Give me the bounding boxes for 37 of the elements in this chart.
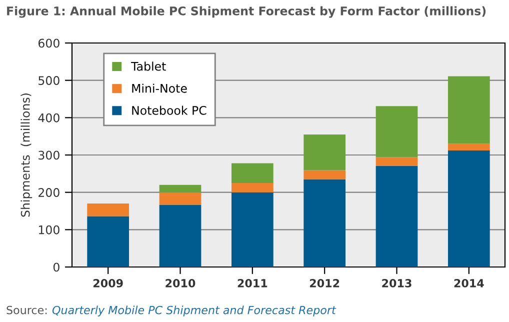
bar [87, 216, 130, 267]
y-tick-label: 100 [38, 225, 60, 234]
x-tick-label: 2014 [454, 279, 484, 288]
bar [448, 150, 490, 267]
bar [231, 163, 274, 183]
x-tick-label: 2010 [166, 279, 196, 288]
y-tick-label: 500 [38, 76, 60, 85]
bar [159, 205, 202, 267]
bar [304, 170, 346, 180]
chart-title: Figure 1: Annual Mobile PC Shipment Forecast by Form Factor (millions) [7, 6, 486, 18]
legend-label: Mini-Note [132, 84, 187, 93]
bar [376, 106, 418, 158]
bar [304, 179, 346, 267]
bar [231, 183, 274, 192]
bar [87, 204, 130, 216]
bar [304, 134, 346, 170]
y-axis-title: Shipments (millions) [20, 94, 32, 217]
bar [376, 166, 418, 267]
x-tick-label: 2009 [94, 279, 123, 288]
bar [376, 157, 418, 166]
x-tick-label: 2013 [382, 279, 412, 288]
bar [448, 144, 490, 151]
source-note: Source: [6, 306, 47, 314]
x-tick-label: 2011 [238, 279, 268, 288]
y-tick-label: 600 [38, 38, 60, 48]
y-tick-label: 300 [38, 150, 60, 160]
text: Quarterly Mobile PC Shipment and Forecast Report [52, 306, 336, 316]
bar [159, 192, 202, 206]
y-tick-label: 0 [53, 262, 60, 272]
legend-label: Notebook PC [132, 106, 206, 115]
bar [231, 192, 274, 267]
legend-label: Tablet [131, 62, 166, 71]
x-tick-label: 2012 [310, 279, 340, 288]
bar [159, 184, 202, 192]
y-tick-label: 400 [38, 113, 60, 122]
bar [448, 76, 490, 144]
y-tick-label: 200 [38, 188, 60, 197]
